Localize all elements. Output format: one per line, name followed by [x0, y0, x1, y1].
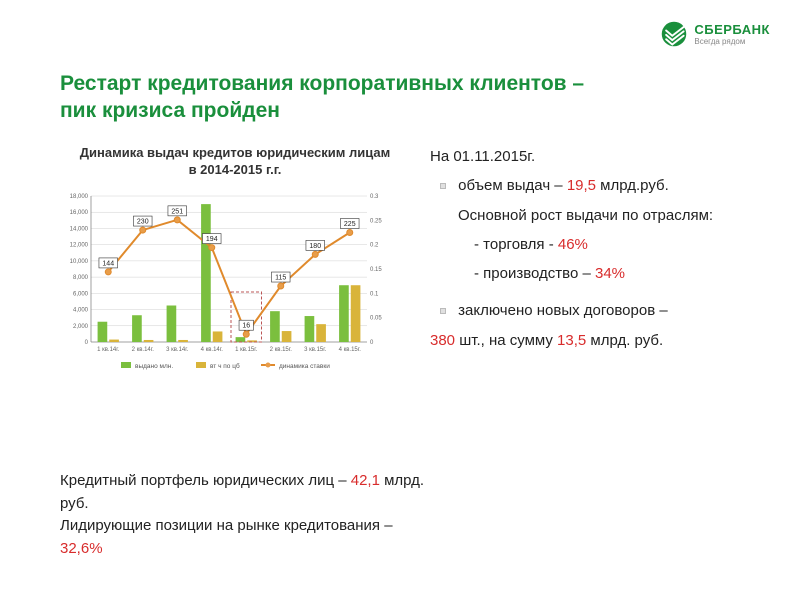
svg-text:2,000: 2,000	[73, 324, 89, 330]
growth-intro: Основной рост выдачи по отраслям:	[430, 204, 760, 227]
title-line-2: пик кризиса пройден	[60, 99, 280, 122]
bullet-icon	[440, 308, 446, 314]
svg-text:вт ч по цб: вт ч по цб	[210, 362, 240, 370]
market-position-value: 32,6%	[60, 538, 600, 561]
svg-text:4 кв.15г.: 4 кв.15г.	[339, 347, 362, 353]
svg-text:144: 144	[102, 260, 114, 267]
svg-text:10,000: 10,000	[70, 259, 89, 265]
svg-text:115: 115	[275, 275, 286, 282]
svg-text:4,000: 4,000	[73, 308, 89, 314]
svg-text:0.2: 0.2	[370, 243, 379, 249]
svg-text:0.3: 0.3	[370, 194, 379, 200]
chart-title-2: в 2014-2015 г.г.	[189, 162, 282, 177]
bullet-icon	[440, 183, 446, 189]
svg-text:230: 230	[137, 219, 149, 226]
sberbank-icon	[660, 20, 688, 48]
svg-text:0: 0	[85, 340, 89, 346]
growth-trade: - торговля - 46%	[430, 233, 760, 256]
svg-text:1 кв.15г.: 1 кв.15г.	[235, 347, 258, 353]
brand-name: СБЕРБАНК	[694, 23, 770, 36]
page-title: Рестарт кредитования корпоративных клиен…	[60, 70, 740, 125]
svg-text:6,000: 6,000	[73, 291, 89, 297]
svg-text:4 кв.14г.: 4 кв.14г.	[201, 347, 224, 353]
svg-text:194: 194	[206, 236, 218, 243]
svg-text:16: 16	[242, 323, 250, 330]
chart-title: Динамика выдач кредитов юридическим лица…	[75, 145, 395, 179]
svg-text:2 кв.15г.: 2 кв.15г.	[270, 347, 293, 353]
svg-text:выдано млн.: выдано млн.	[135, 363, 173, 370]
svg-text:динамика ставки: динамика ставки	[279, 363, 330, 370]
brand-tagline: Всегда рядом	[694, 38, 770, 46]
svg-text:1 кв.14г.: 1 кв.14г.	[97, 347, 120, 353]
bottom-summary: Кредитный портфель юридических лиц – 42,…	[60, 470, 600, 560]
chart-title-1: Динамика выдач кредитов юридическим лица…	[80, 145, 390, 160]
svg-text:16,000: 16,000	[70, 210, 89, 216]
growth-production: - производство – 34%	[430, 262, 760, 285]
svg-text:0: 0	[370, 340, 374, 346]
svg-text:251: 251	[171, 208, 183, 215]
summary-date: На 01.11.2015г.	[430, 145, 760, 168]
chart-container: 0 2,000 4,000 6,000 8,000 10,000 12,000 14,000 1…	[55, 190, 395, 380]
market-position-line: Лидирующие позиции на рынке кредитования…	[60, 515, 600, 538]
portfolio-line-2: руб.	[60, 493, 600, 516]
svg-text:0.25: 0.25	[370, 218, 382, 224]
brand-logo: СБЕРБАНК Всегда рядом	[660, 20, 770, 48]
svg-text:0.15: 0.15	[370, 267, 382, 273]
svg-text:225: 225	[344, 221, 356, 228]
svg-text:0.05: 0.05	[370, 316, 382, 322]
svg-text:180: 180	[309, 243, 321, 250]
svg-text:0.1: 0.1	[370, 291, 379, 297]
svg-text:2 кв.14г.: 2 кв.14г.	[132, 347, 155, 353]
summary-volume: объем выдач – 19,5 млрд.руб.	[430, 174, 760, 197]
svg-text:18,000: 18,000	[70, 194, 89, 200]
svg-text:8,000: 8,000	[73, 275, 89, 281]
contracts-line: заключено новых договоров –	[430, 299, 760, 322]
portfolio-line: Кредитный портфель юридических лиц – 42,…	[60, 470, 600, 493]
svg-text:14,000: 14,000	[70, 226, 89, 232]
title-line-1: Рестарт кредитования корпоративных клиен…	[60, 72, 584, 95]
dynamics-chart: 0 2,000 4,000 6,000 8,000 10,000 12,000 14,000 1…	[55, 190, 395, 380]
svg-text:3 кв.15г.: 3 кв.15г.	[304, 347, 327, 353]
svg-text:3 кв.14г.: 3 кв.14г.	[166, 347, 189, 353]
svg-text:12,000: 12,000	[70, 243, 89, 249]
summary-panel: На 01.11.2015г. объем выдач – 19,5 млрд.…	[430, 145, 760, 358]
contracts-values: 380 шт., на сумму 13,5 млрд. руб.	[430, 329, 760, 352]
